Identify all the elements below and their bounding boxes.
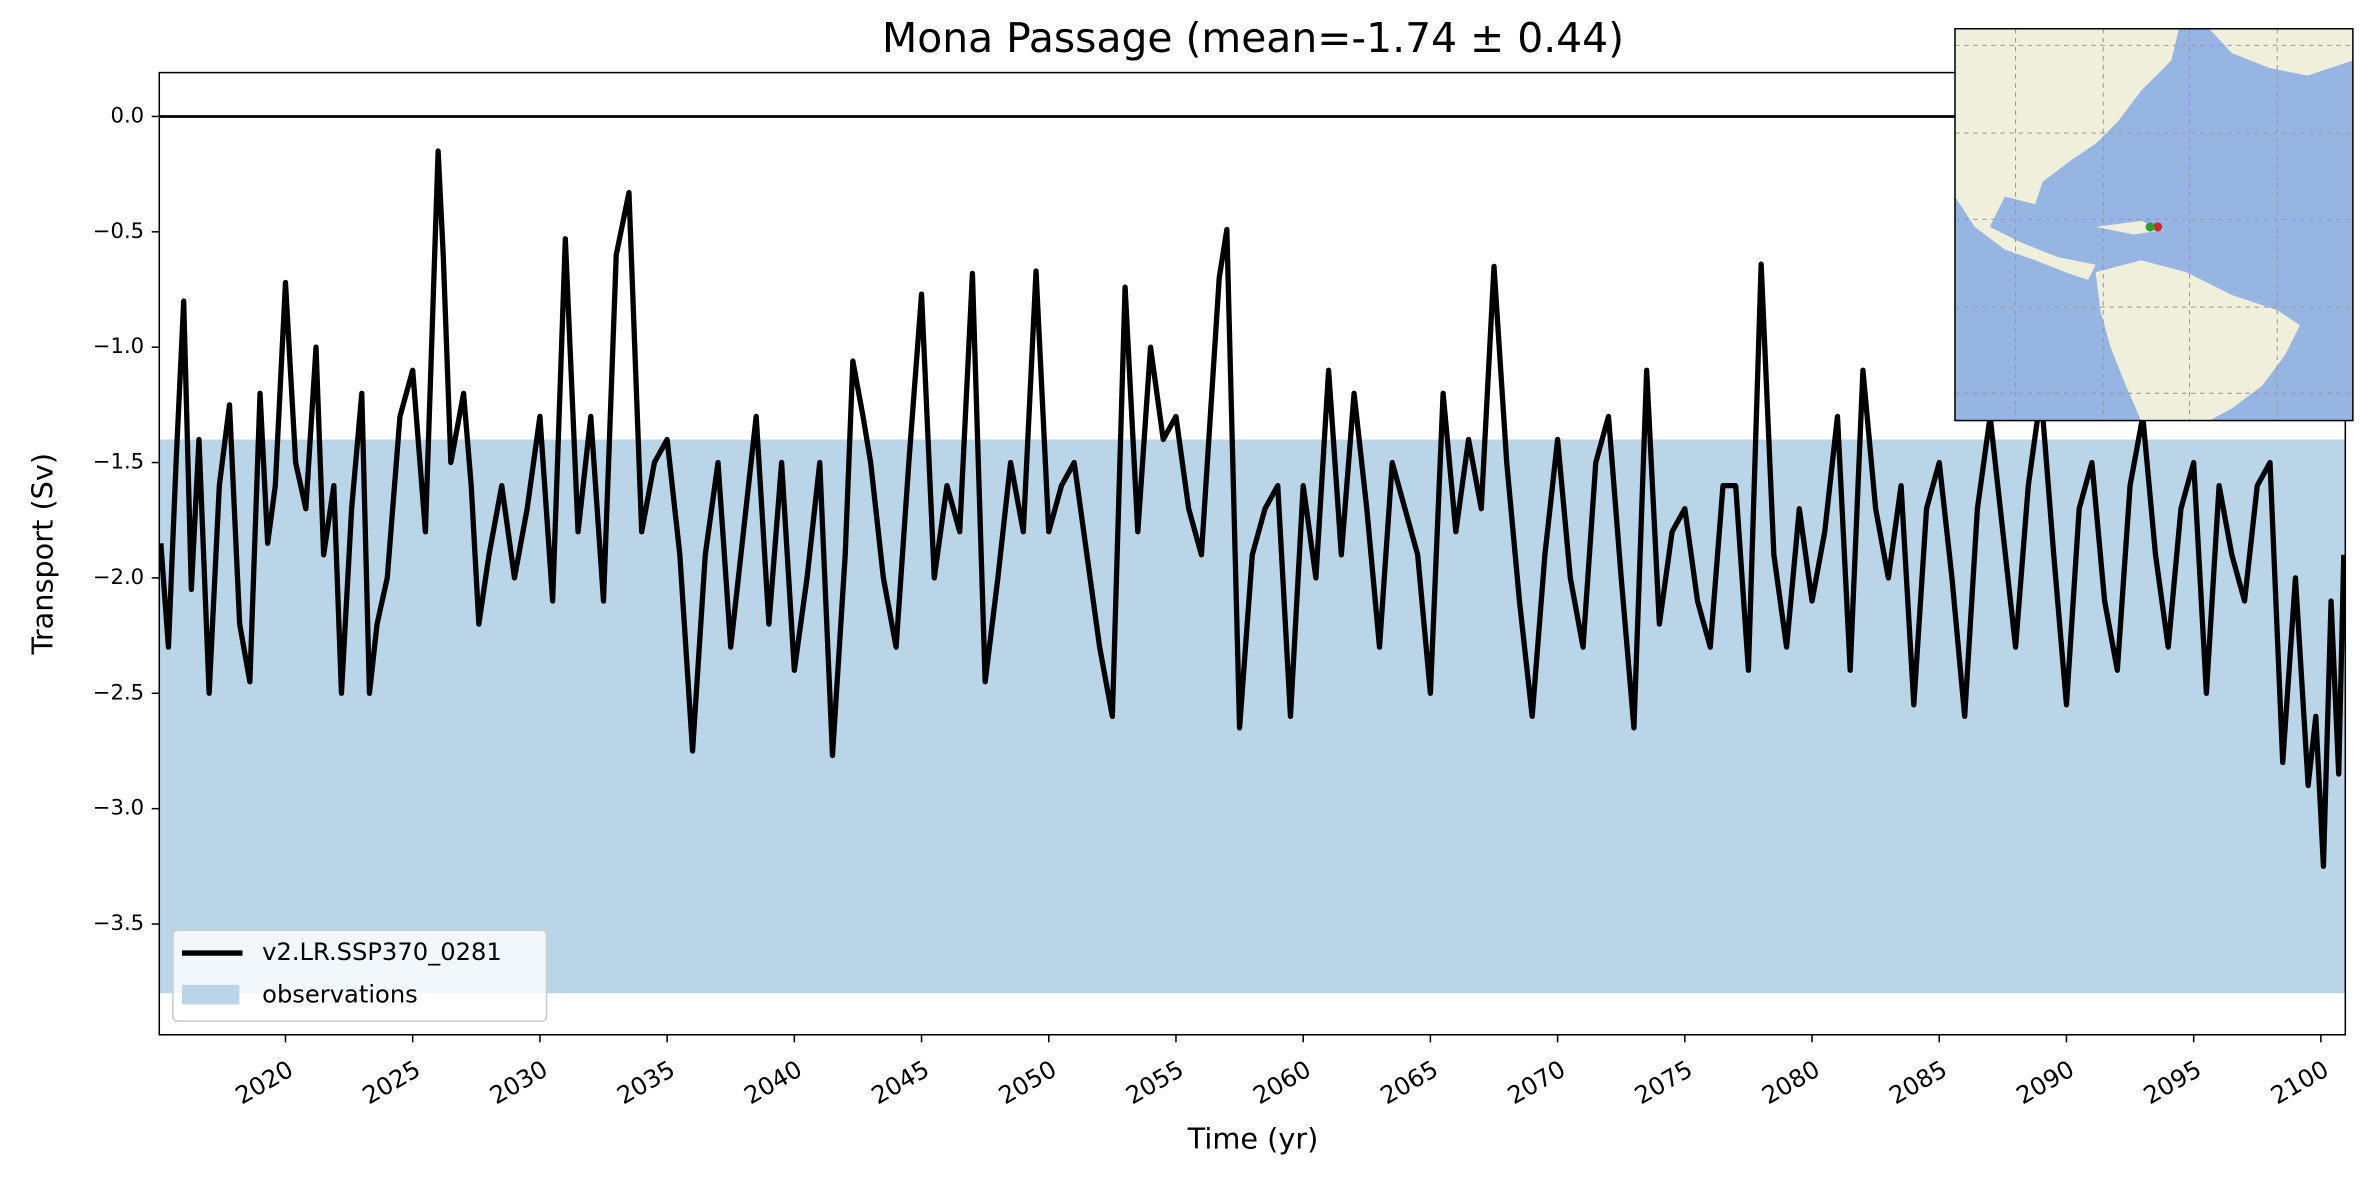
y-tick-label: −1.0: [93, 333, 144, 358]
y-tick-label: −2.5: [93, 679, 144, 704]
legend-label: observations: [262, 980, 418, 1008]
x-tick-label: 2060: [1248, 1055, 1315, 1110]
x-tick-label: 2080: [1757, 1055, 1824, 1110]
observation-band: [159, 439, 2346, 994]
y-tick-label: −3.5: [93, 910, 144, 935]
x-tick-label: 2070: [1503, 1055, 1570, 1110]
legend-box: [172, 929, 548, 1022]
plot-area: [159, 115, 2346, 994]
x-tick-label: 2040: [740, 1055, 807, 1110]
axes-frame: [158, 71, 2347, 1036]
map-frame: [1954, 27, 2354, 422]
x-tick-label: 2055: [1121, 1055, 1188, 1110]
x-tick-label: 2035: [612, 1055, 679, 1110]
x-tick-label: 2045: [867, 1055, 934, 1110]
y-tick-label: −1.5: [93, 449, 144, 474]
inset-map: [1954, 27, 2354, 422]
x-tick-label: 2095: [2139, 1055, 2206, 1110]
x-tick-label: 2020: [231, 1055, 298, 1110]
map-land: [1955, 28, 2179, 280]
x-tick-label: 2050: [994, 1055, 1061, 1110]
chart-title: Mona Passage (mean=-1.74 ± 0.44): [882, 14, 1624, 62]
map-point: [2153, 222, 2163, 232]
x-tick-label: 2090: [2012, 1055, 2079, 1110]
map-grid: [1955, 28, 2353, 421]
y-axis-label: Transport (Sv): [25, 453, 59, 656]
series-line: [159, 148, 2346, 869]
y-tick-label: −2.0: [93, 564, 144, 589]
x-tick-label: 2065: [1376, 1055, 1443, 1110]
x-tick-label: 2100: [2266, 1055, 2333, 1110]
map-point: [2145, 222, 2155, 232]
x-tick-label: 2025: [358, 1055, 425, 1110]
map-land: [2209, 28, 2353, 76]
y-tick-label: 0.0: [110, 102, 144, 127]
y-tick-label: −3.0: [93, 795, 144, 820]
legend-label: v2.LR.SSP370_0281: [262, 938, 502, 966]
legend-patch: [181, 984, 240, 1005]
x-axis-label: Time (yr): [1187, 1122, 1319, 1156]
y-tick-label: −0.5: [93, 218, 144, 243]
x-tick-label: 2075: [1630, 1055, 1697, 1110]
x-tick-label: 2085: [1884, 1055, 1951, 1110]
x-tick-label: 2030: [485, 1055, 552, 1110]
legend: v2.LR.SSP370_0281 observations: [172, 929, 548, 1022]
map-land: [2095, 260, 2300, 421]
